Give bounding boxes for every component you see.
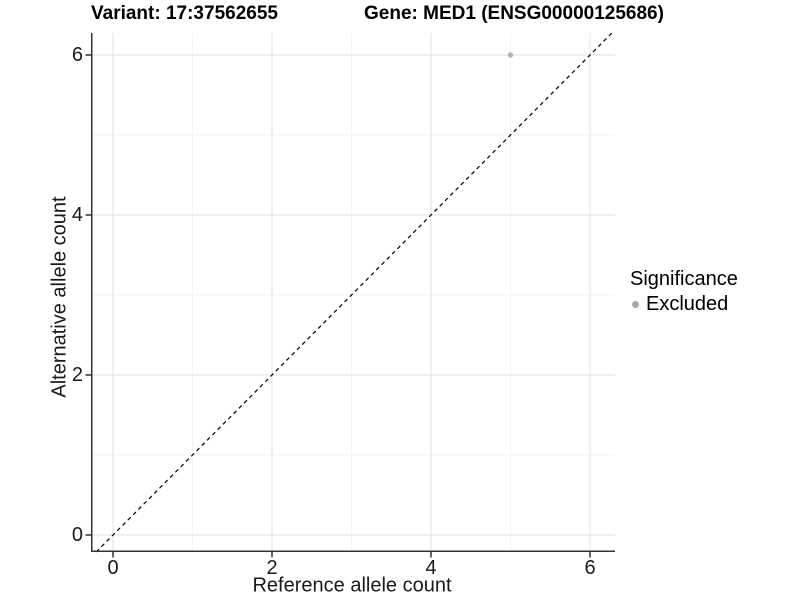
data-point	[507, 52, 514, 58]
y-tick-label: 4	[71, 204, 83, 226]
identity-line	[95, 32, 613, 553]
y-tick-label: 2	[71, 364, 83, 386]
legend: Significance Excluded	[630, 268, 738, 315]
plot-panel: 0 2 4 6 0 2 4 6	[72, 32, 615, 579]
x-axis-title: Reference allele count	[252, 574, 452, 597]
y-tick-label: 0	[71, 524, 83, 546]
gene-title: Gene: MED1 (ENSG00000125686)	[364, 3, 664, 24]
legend-title: Significance	[630, 268, 738, 290]
plot-canvas	[85, 32, 615, 558]
legend-point-icon	[632, 300, 639, 308]
x-tick-label: 6	[584, 557, 596, 579]
legend-item-excluded: Excluded	[630, 293, 738, 315]
legend-item-label: Excluded	[646, 293, 729, 315]
y-tick-label: 6	[71, 44, 83, 66]
variant-title: Variant: 17:37562655	[91, 3, 278, 24]
x-tick-label: 2	[266, 557, 278, 579]
x-tick-label: 0	[107, 557, 119, 579]
x-tick-label: 4	[425, 557, 437, 579]
